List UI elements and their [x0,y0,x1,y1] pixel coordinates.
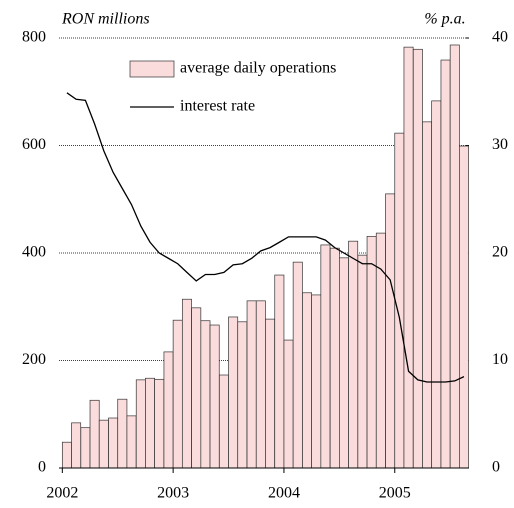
bar [311,294,322,469]
bar [108,417,119,469]
bar [422,121,433,469]
x-tick-label: 2005 [379,485,411,502]
bar [329,247,340,469]
legend-swatch [129,60,175,78]
bar [412,48,423,469]
bar [292,261,303,469]
y-tick-label: 600 [22,136,46,153]
bar [200,320,211,469]
y2-tick-label: 10 [492,351,508,368]
x-tick-label: 2002 [46,485,78,502]
legend-label: interest rate [180,98,255,115]
y-tick-label: 200 [22,351,46,368]
y-axis-label: RON millions [61,11,150,28]
bar [283,339,294,469]
bar [274,274,285,469]
bar [348,240,359,469]
line [66,92,465,383]
bar [80,427,91,469]
bar [218,374,229,469]
bar [459,145,469,469]
bar [181,298,192,469]
y2-axis-label: % p.a. [424,11,465,28]
bar [135,379,146,469]
bar [61,441,72,469]
y-tick-label: 400 [22,244,46,261]
bar [228,316,239,469]
bar [357,254,368,469]
bar [126,415,137,469]
bar [320,244,331,469]
bar [265,318,275,469]
bar [339,257,349,469]
bar [172,319,183,469]
y2-tick-label: 0 [492,459,500,476]
x-tick-label: 2004 [268,485,300,502]
y-tick-label: 0 [38,459,46,476]
bar [246,300,257,469]
bar [145,377,155,469]
y2-tick-label: 30 [492,136,508,153]
bar [163,351,174,469]
bar [302,292,312,469]
bar [449,44,460,469]
bar [89,399,100,469]
bar [440,59,451,469]
bar [98,419,109,469]
y2-tick-label: 20 [492,244,508,261]
bar [385,193,396,469]
y-tick-label: 800 [22,29,46,46]
bar [431,100,442,469]
bar [255,300,266,469]
legend-label: average daily operations [180,60,336,77]
bar [117,398,128,469]
x-tick-label: 2003 [157,485,189,502]
bar [191,307,202,469]
y2-tick-label: 40 [492,29,508,46]
bar [71,422,82,469]
bar [394,132,405,469]
bar [237,321,248,469]
bar [366,235,377,469]
bar [209,324,220,469]
bar [154,378,165,469]
bar [403,46,414,469]
bar [375,232,386,469]
